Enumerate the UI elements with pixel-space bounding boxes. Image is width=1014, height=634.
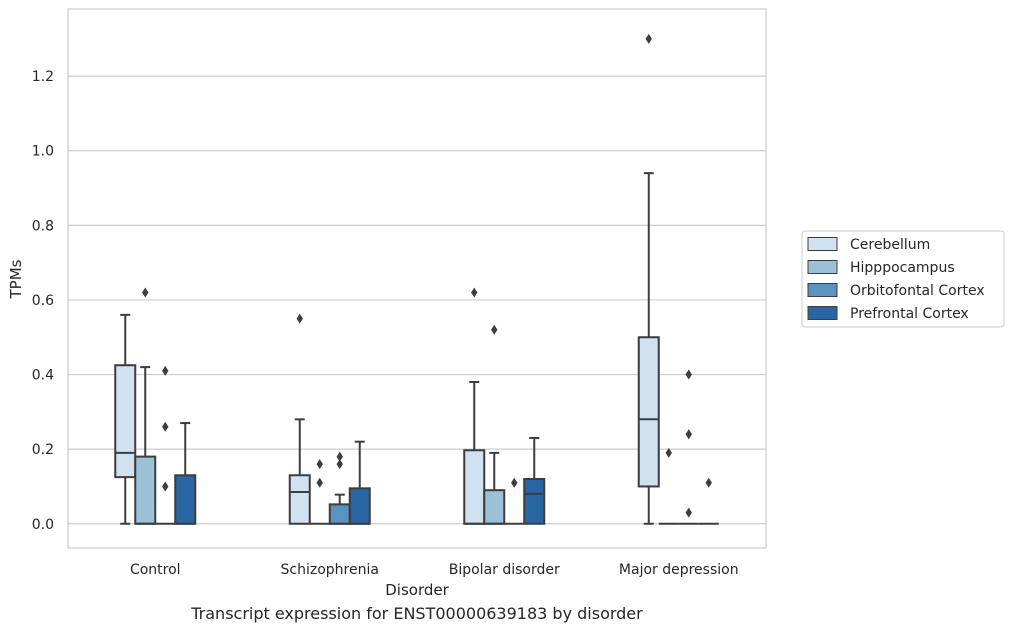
- box: [328, 503, 351, 525]
- y-tick-label: 0.4: [32, 368, 54, 384]
- box: [114, 364, 137, 479]
- y-tick-label: 0.6: [32, 293, 54, 309]
- box-plot: [698, 477, 719, 525]
- outlier-point: [336, 459, 343, 470]
- box: [134, 455, 157, 525]
- box: [483, 489, 506, 525]
- y-axis-label: TPMs: [7, 259, 25, 299]
- legend-label: Hipppocampus: [850, 260, 955, 276]
- plot-frame: [67, 8, 767, 549]
- outlier-point: [685, 429, 692, 440]
- x-tick-label: Schizophrenia: [281, 562, 379, 578]
- box-plot: [288, 313, 311, 525]
- outlier-point: [645, 33, 652, 44]
- box-plot: [348, 440, 371, 525]
- outlier-point: [471, 287, 478, 298]
- legend: Cerebellum Hipppocampus Orbitofontal Corte…: [801, 230, 1005, 328]
- box-plots: [114, 33, 719, 525]
- box-plot: [328, 451, 351, 525]
- x-axis-label: Disorder: [385, 581, 449, 599]
- outlier-point: [685, 507, 692, 518]
- grid-lines: [68, 75, 766, 525]
- outlier-point: [685, 369, 692, 380]
- legend-label: Cerebellum: [850, 237, 930, 253]
- y-tick-label: 0.2: [32, 442, 54, 458]
- box-plot: [483, 324, 506, 525]
- box-plot: [134, 287, 157, 525]
- box-plot: [309, 459, 330, 525]
- box-plot: [463, 287, 486, 525]
- legend-label: Prefrontal Cortex: [850, 306, 969, 322]
- outlier-point: [162, 481, 169, 492]
- box-plot: [637, 33, 660, 525]
- outlier-point: [705, 477, 712, 488]
- x-tick-label: Control: [130, 562, 181, 578]
- box-plot: [155, 365, 176, 525]
- box: [288, 474, 311, 525]
- box: [637, 336, 660, 488]
- outlier-point: [162, 365, 169, 376]
- figure-caption: Transcript expression for ENST0000063918…: [191, 604, 643, 623]
- legend-swatch: [807, 237, 838, 251]
- box: [463, 449, 486, 525]
- box: [348, 487, 371, 525]
- x-tick-label: Major depression: [619, 562, 739, 578]
- outlier-point: [665, 447, 672, 458]
- box-plot: [114, 313, 137, 525]
- x-tick-label: Bipolar disorder: [449, 562, 560, 578]
- box-plot: [658, 447, 679, 525]
- outlier-point: [316, 477, 323, 488]
- legend-label: Orbitofontal Cortex: [850, 283, 985, 299]
- outlier-point: [316, 459, 323, 470]
- x-axis-ticks: Control Schizophrenia Bipolar disorder Majo…: [130, 562, 739, 578]
- box-plot: [678, 369, 699, 525]
- legend-frame: [801, 230, 1005, 328]
- box: [174, 474, 197, 525]
- legend-swatch: [807, 306, 838, 320]
- y-tick-label: 1.0: [32, 144, 54, 160]
- y-axis-ticks: 0.0 0.2 0.4 0.6 0.8 1.0 1.2: [32, 69, 54, 533]
- outlier-point: [162, 421, 169, 432]
- y-tick-label: 1.2: [32, 69, 54, 85]
- outlier-point: [296, 313, 303, 324]
- box-plot: [523, 436, 546, 525]
- outlier-point: [142, 287, 149, 298]
- box-plot: [174, 422, 197, 525]
- chart: 0.0 0.2 0.4 0.6 0.8 1.0 1.2 Control Schizophren…: [7, 8, 1005, 599]
- y-tick-label: 0.8: [32, 218, 54, 234]
- y-tick-label: 0.0: [32, 517, 54, 533]
- outlier-point: [336, 451, 343, 462]
- legend-swatch: [807, 260, 838, 274]
- outlier-point: [511, 477, 518, 488]
- outlier-point: [491, 324, 498, 335]
- box-plot: [504, 477, 525, 525]
- box: [523, 477, 546, 525]
- legend-swatch: [807, 283, 838, 297]
